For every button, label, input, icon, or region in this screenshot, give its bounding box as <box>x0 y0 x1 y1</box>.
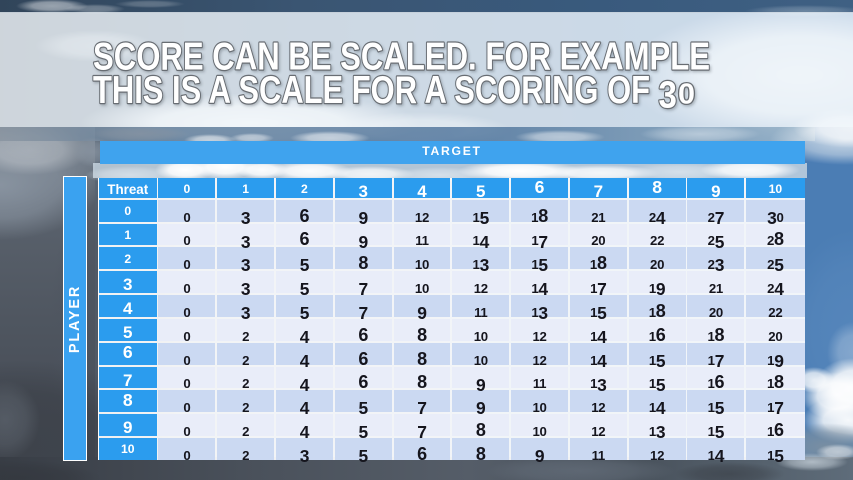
svg-text:SCORE CAN BE SCALED. FOR EXAMP: SCORE CAN BE SCALED. FOR EXAMPLE <box>93 36 710 79</box>
svg-text:THIS IS A SCALE FOR A SCORING: THIS IS A SCALE FOR A SCORING OF <box>93 69 650 112</box>
svg-text:3: 3 <box>659 75 677 117</box>
svg-text:0: 0 <box>678 79 695 111</box>
